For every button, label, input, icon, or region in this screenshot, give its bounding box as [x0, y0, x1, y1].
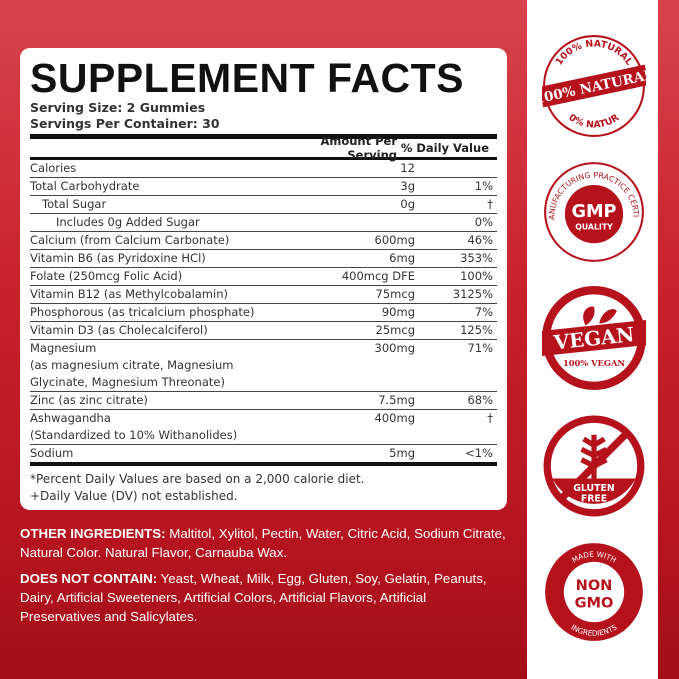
- nongmo-line1: NON: [576, 577, 613, 594]
- nutrient-name: Vitamin B6 (as Pyridoxine HCl): [30, 251, 206, 265]
- dv-header: % Daily Value: [400, 141, 489, 155]
- gmp-sub: QUALITY: [575, 223, 613, 232]
- nutrient-name: Vitamin D3 (as Cholecalciferol): [30, 323, 208, 337]
- nutrient-name: Calcium (from Calcium Carbonate): [30, 233, 230, 247]
- daily-value: 353%: [460, 251, 493, 265]
- daily-value: 46%: [467, 233, 493, 247]
- gmp-badge-icon: GOOD MANUFACTURING PRACTICE CERTIFICATIO…: [542, 160, 644, 262]
- footnote: +Daily Value (DV) not established.: [30, 489, 238, 503]
- footnote: *Percent Daily Values are based on a 2,0…: [30, 472, 365, 486]
- nutrient-name: Total Carbohydrate: [30, 179, 140, 193]
- supplement-facts-panel: SUPPLEMENT FACTS Serving Size: 2 Gummies…: [20, 48, 507, 510]
- table-row: Includes 0g Added Sugar 0%: [30, 214, 497, 232]
- amount: [315, 214, 415, 231]
- table-row: Phosphorous (as tricalcium phosphate) 90m…: [30, 304, 497, 322]
- does-not-contain-label: DOES NOT CONTAIN:: [20, 571, 158, 586]
- facts-title: SUPPLEMENT FACTS: [30, 55, 464, 101]
- amount: 90mg: [381, 305, 415, 319]
- non-gmo-badge-icon: MADE WITH INGREDIENTS NON GMO: [545, 543, 643, 641]
- badge-column: 100% NATURAL 100% NATURAL 100% NATURAL G…: [527, 0, 658, 679]
- daily-value: 7%: [474, 305, 493, 319]
- gmp-main: GMP: [571, 202, 616, 222]
- table-row: Vitamin B6 (as Pyridoxine HCl) 6mg 353%: [30, 250, 497, 268]
- nutrient-name: Ashwagandha (Standardized to 10% Withano…: [30, 411, 238, 442]
- does-not-contain-text: Yeast, Wheat, Milk, Egg, Gluten, Soy, Ge…: [20, 571, 487, 624]
- table-row: Calories 12: [30, 160, 497, 178]
- amount: 25mcg: [375, 323, 415, 337]
- table-row: Zinc (as zinc citrate) 7.5mg 68%: [30, 392, 497, 410]
- table-header: Amount Per Serving % Daily Value: [30, 134, 497, 162]
- amount: 3g: [400, 179, 415, 193]
- daily-value: [415, 160, 497, 177]
- other-ingredients: OTHER INGREDIENTS: Maltitol, Xylitol, Pe…: [20, 524, 510, 562]
- amount: 0g: [400, 197, 415, 211]
- daily-value: 71%: [467, 341, 493, 355]
- natural-main: 100% NATURAL: [542, 67, 646, 108]
- does-not-contain: DOES NOT CONTAIN: Yeast, Wheat, Milk, Eg…: [20, 569, 510, 626]
- amount: 6mg: [389, 251, 415, 265]
- amount: 400mg: [374, 411, 415, 425]
- nongmo-line2: GMO: [575, 595, 614, 612]
- amount: 300mg: [374, 341, 415, 355]
- daily-value: 1%: [474, 179, 493, 193]
- nutrient-name: Total Sugar: [42, 197, 107, 211]
- table-row: Vitamin B12 (as Methylcobalamin) 75mcg 312…: [30, 286, 497, 304]
- table-row: Ashwagandha (Standardized to 10% Withano…: [30, 410, 497, 445]
- table-row: Total Sugar 0g †: [30, 196, 497, 214]
- gluten-line1: GLUTEN: [573, 483, 614, 494]
- ingredients-section: OTHER INGREDIENTS: Maltitol, Xylitol, Pe…: [20, 524, 510, 633]
- daily-value: 100%: [460, 269, 493, 283]
- table-row: Magnesium (as magnesium citrate, Magnesi…: [30, 340, 497, 392]
- amount: 7.5mg: [378, 393, 415, 407]
- amount: 600mg: [374, 233, 415, 247]
- nutrient-name: Calories: [30, 161, 77, 175]
- table-row: Vitamin D3 (as Cholecalciferol) 25mcg 125%: [30, 322, 497, 340]
- svg-text:100% NATURAL: 100% NATURAL: [554, 38, 635, 67]
- amount: 75mcg: [375, 287, 415, 301]
- nutrient-name: Includes 0g Added Sugar: [56, 215, 200, 229]
- natural-ring-top: 100% NATURAL: [554, 38, 635, 67]
- table-row: Folate (250mcg Folic Acid) 400mcg DFE 100%: [30, 268, 497, 286]
- amount: 12: [400, 161, 415, 175]
- vegan-sub: 100% VEGAN: [563, 358, 625, 368]
- serving-size: Serving Size: 2 Gummies: [30, 100, 206, 115]
- daily-value: 125%: [460, 323, 493, 337]
- amount-header: Amount Per Serving: [320, 134, 397, 162]
- natural-badge-icon: 100% NATURAL 100% NATURAL 100% NATURAL: [542, 34, 646, 137]
- gluten-line2: FREE: [581, 493, 607, 504]
- servings-per-container: Servings Per Container: 30: [30, 116, 220, 131]
- gluten-free-badge-icon: GLUTEN FREE: [543, 415, 645, 517]
- table-row: Total Carbohydrate 3g 1%: [30, 178, 497, 196]
- nutrient-name: Sodium: [30, 446, 74, 460]
- daily-value: 68%: [467, 393, 493, 407]
- nutrient-name: Zinc (as zinc citrate): [30, 393, 148, 407]
- nutrient-name: Vitamin B12 (as Methylcobalamin): [30, 287, 228, 301]
- divider: [30, 134, 497, 139]
- other-ingredients-text: Maltitol, Xylitol, Pectin, Water, Citric…: [20, 526, 506, 560]
- table-row: Calcium (from Calcium Carbonate) 600mg 46%: [30, 232, 497, 250]
- nutrient-name: Folate (250mcg Folic Acid): [30, 269, 183, 283]
- amount: 400mcg DFE: [341, 269, 415, 283]
- vegan-badge-icon: VEGAN 100% VEGAN: [542, 286, 646, 390]
- daily-value: <1%: [465, 446, 493, 460]
- amount: 5mg: [389, 446, 415, 460]
- daily-value: †: [487, 197, 493, 211]
- other-ingredients-label: OTHER INGREDIENTS:: [20, 526, 166, 541]
- daily-value: †: [487, 411, 493, 425]
- daily-value: 3125%: [452, 287, 493, 301]
- vegan-main: VEGAN: [552, 322, 636, 354]
- daily-value: 0%: [474, 215, 493, 229]
- facts-table: Calories 12 Total Carbohydrate 3g 1% Total Su…: [30, 160, 497, 466]
- nutrient-name: Phosphorous (as tricalcium phosphate): [30, 305, 255, 319]
- table-row: Sodium 5mg <1%: [30, 445, 497, 466]
- nutrient-name: Magnesium (as magnesium citrate, Magnesi…: [30, 341, 234, 389]
